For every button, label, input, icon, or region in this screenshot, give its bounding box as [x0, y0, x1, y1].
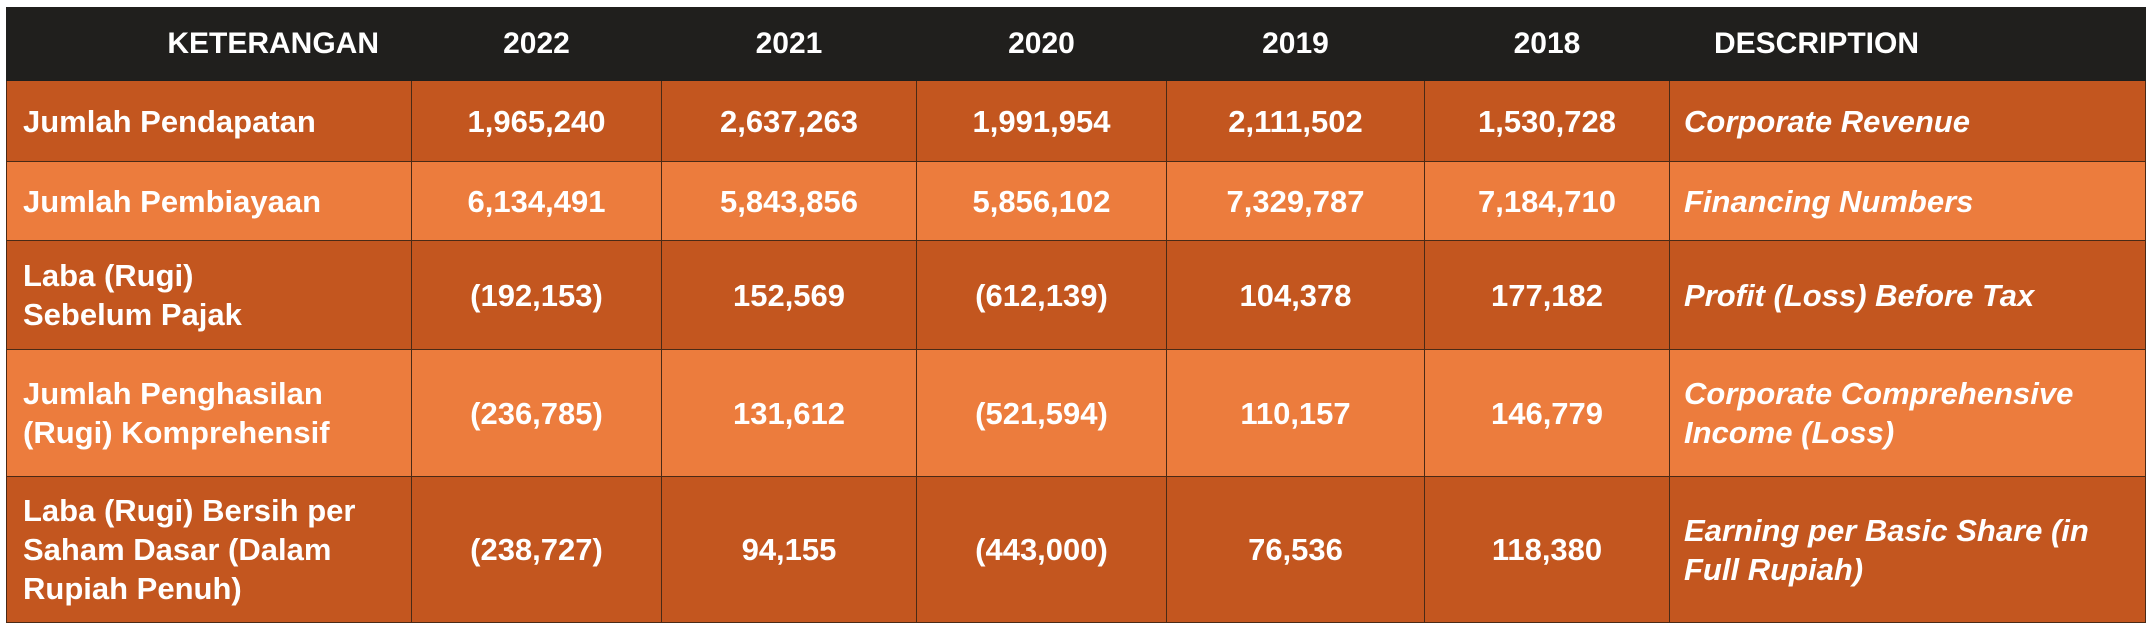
value-cell: 2,637,263 — [661, 80, 917, 162]
value-cell: 1,530,728 — [1424, 80, 1670, 162]
row-label: Laba (Rugi) Bersih per Saham Dasar (Dala… — [6, 476, 412, 623]
header-year-2019: 2019 — [1166, 7, 1425, 81]
row-description: Profit (Loss) Before Tax — [1669, 240, 2146, 350]
value-cell: 152,569 — [661, 240, 917, 350]
header-year-2018: 2018 — [1424, 7, 1670, 81]
row-description-line: Corporate Revenue — [1684, 103, 1970, 139]
table-row: Jumlah Pembiayaan 6,134,491 5,843,856 5,… — [6, 161, 2146, 241]
header-year-2021: 2021 — [661, 7, 917, 81]
row-label: Jumlah Pendapatan — [6, 80, 412, 162]
row-label-line: Jumlah Pembiayaan — [23, 183, 322, 219]
row-description-line: Corporate Comprehensive — [1684, 376, 2074, 411]
value-cell: (236,785) — [411, 349, 662, 477]
value-cell: 104,378 — [1166, 240, 1425, 350]
row-label: Laba (Rugi) Sebelum Pajak — [6, 240, 412, 350]
value-cell: 7,184,710 — [1424, 161, 1670, 241]
value-cell: 6,134,491 — [411, 161, 662, 241]
row-description: Corporate Comprehensive Income (Loss) — [1669, 349, 2146, 477]
row-description-line: Profit (Loss) Before Tax — [1684, 277, 2035, 313]
row-label: Jumlah Pembiayaan — [6, 161, 412, 241]
table-row: Laba (Rugi) Bersih per Saham Dasar (Dala… — [6, 476, 2146, 623]
value-cell: 177,182 — [1424, 240, 1670, 350]
value-cell: 110,157 — [1166, 349, 1425, 477]
row-description-line: Full Rupiah) — [1684, 551, 1864, 587]
header-description: DESCRIPTION — [1669, 7, 2146, 81]
row-label-line: Laba (Rugi) — [23, 258, 194, 293]
value-cell: (521,594) — [916, 349, 1167, 477]
value-cell: 2,111,502 — [1166, 80, 1425, 162]
row-label-line: Rupiah Penuh) — [23, 571, 242, 606]
value-cell: 1,965,240 — [411, 80, 662, 162]
row-description: Financing Numbers — [1669, 161, 2146, 241]
table-row: Laba (Rugi) Sebelum Pajak (192,153) 152,… — [6, 240, 2146, 350]
value-cell: (612,139) — [916, 240, 1167, 350]
row-label: Jumlah Penghasilan (Rugi) Komprehensif — [6, 349, 412, 477]
table-row: Jumlah Penghasilan (Rugi) Komprehensif (… — [6, 349, 2146, 477]
row-label-line: Laba (Rugi) Bersih per — [23, 493, 356, 528]
row-label-line: Saham Dasar (Dalam — [23, 532, 332, 567]
value-cell: 118,380 — [1424, 476, 1670, 623]
row-description: Corporate Revenue — [1669, 80, 2146, 162]
header-year-2022: 2022 — [411, 7, 662, 81]
table-header-row: KETERANGAN 2022 2021 2020 2019 2018 DESC… — [6, 7, 2146, 81]
row-label-line: Sebelum Pajak — [23, 297, 242, 332]
table-row: Jumlah Pendapatan 1,965,240 2,637,263 1,… — [6, 80, 2146, 162]
row-label-line: (Rugi) Komprehensif — [23, 415, 330, 450]
value-cell: (238,727) — [411, 476, 662, 623]
row-description-line: Income (Loss) — [1684, 415, 1895, 450]
row-label-line: Jumlah Penghasilan — [23, 376, 323, 411]
row-description-line: Financing Numbers — [1684, 183, 1974, 219]
financial-highlights-table: KETERANGAN 2022 2021 2020 2019 2018 DESC… — [6, 7, 2146, 623]
value-cell: 131,612 — [661, 349, 917, 477]
value-cell: 94,155 — [661, 476, 917, 623]
value-cell: 5,843,856 — [661, 161, 917, 241]
row-description: Earning per Basic Share (in Full Rupiah) — [1669, 476, 2146, 623]
value-cell: 5,856,102 — [916, 161, 1167, 241]
header-keterangan: KETERANGAN — [6, 7, 412, 81]
value-cell: 1,991,954 — [916, 80, 1167, 162]
header-year-2020: 2020 — [916, 7, 1167, 81]
value-cell: (192,153) — [411, 240, 662, 350]
value-cell: 146,779 — [1424, 349, 1670, 477]
value-cell: 7,329,787 — [1166, 161, 1425, 241]
value-cell: (443,000) — [916, 476, 1167, 623]
row-label-line: Jumlah Pendapatan — [23, 103, 316, 139]
row-description-line: Earning per Basic Share (in — [1684, 512, 2089, 548]
value-cell: 76,536 — [1166, 476, 1425, 623]
